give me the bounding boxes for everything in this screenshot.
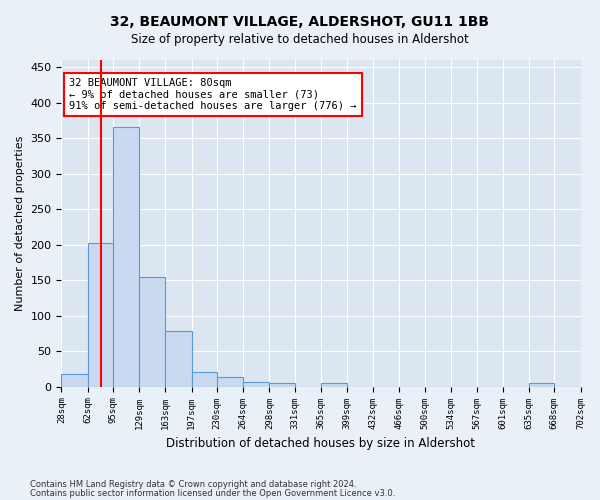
X-axis label: Distribution of detached houses by size in Aldershot: Distribution of detached houses by size … [166, 437, 475, 450]
Text: Size of property relative to detached houses in Aldershot: Size of property relative to detached ho… [131, 32, 469, 46]
Text: 32 BEAUMONT VILLAGE: 80sqm
← 9% of detached houses are smaller (73)
91% of semi-: 32 BEAUMONT VILLAGE: 80sqm ← 9% of detac… [69, 78, 356, 111]
Bar [269, 383, 295, 386]
Bar [88, 243, 113, 386]
Bar [321, 383, 347, 386]
Y-axis label: Number of detached properties: Number of detached properties [15, 136, 25, 311]
Bar [113, 128, 139, 386]
Bar [243, 382, 269, 386]
Bar [529, 383, 554, 386]
Bar [217, 377, 243, 386]
Bar [191, 372, 217, 386]
Text: 32, BEAUMONT VILLAGE, ALDERSHOT, GU11 1BB: 32, BEAUMONT VILLAGE, ALDERSHOT, GU11 1B… [110, 15, 490, 29]
Text: Contains HM Land Registry data © Crown copyright and database right 2024.: Contains HM Land Registry data © Crown c… [30, 480, 356, 489]
Text: Contains public sector information licensed under the Open Government Licence v3: Contains public sector information licen… [30, 488, 395, 498]
Bar [139, 276, 166, 386]
Bar [166, 332, 191, 386]
Bar [61, 374, 88, 386]
